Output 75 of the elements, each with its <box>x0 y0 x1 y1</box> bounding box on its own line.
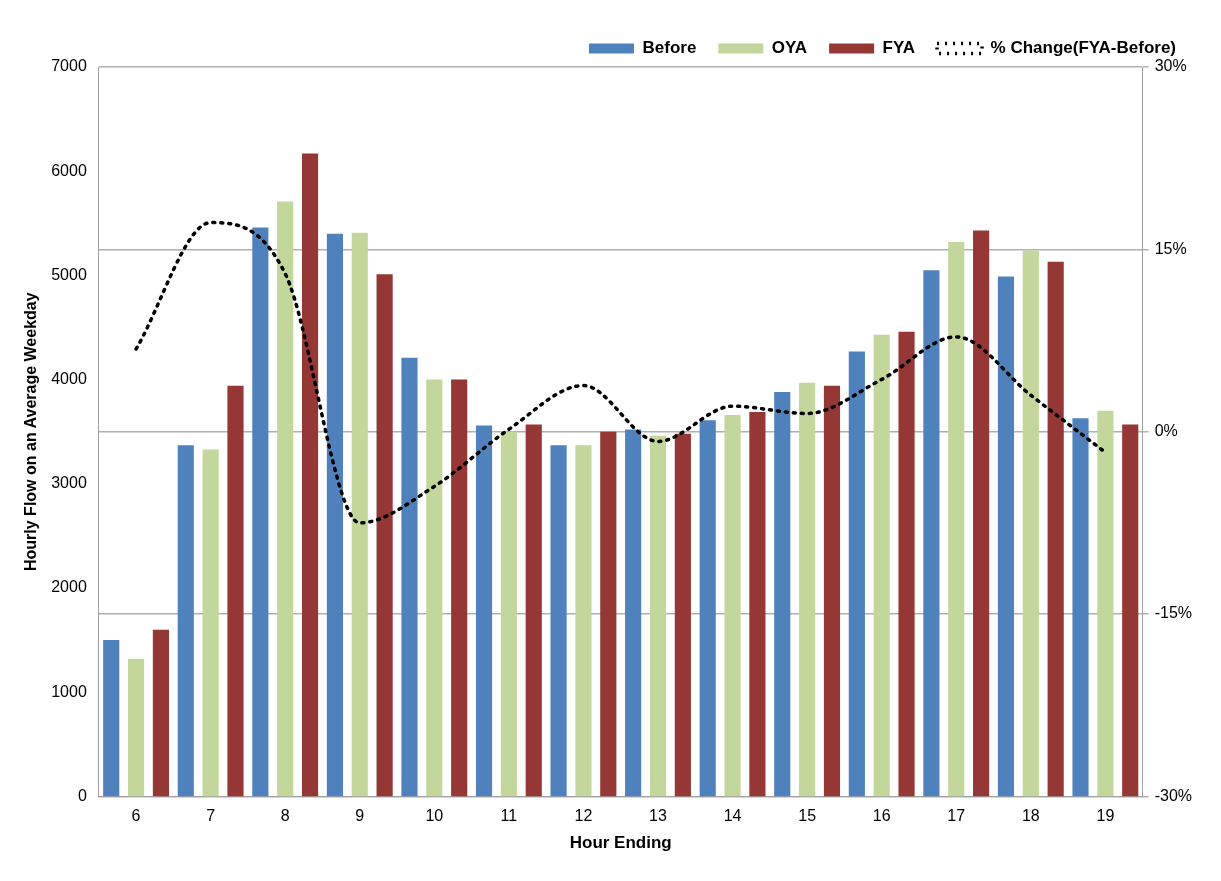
bar <box>724 415 741 797</box>
bar <box>674 433 691 797</box>
bar <box>550 445 567 797</box>
x-tick-label: 16 <box>872 807 891 825</box>
bar <box>326 233 343 797</box>
bar <box>948 242 965 797</box>
bar <box>823 385 841 797</box>
bar <box>625 429 642 797</box>
y-tick-label: 6000 <box>51 161 87 179</box>
bar <box>973 230 990 797</box>
bar <box>1022 250 1039 797</box>
bar <box>426 379 443 797</box>
bar <box>649 435 667 797</box>
y-axis-title: Hourly Flow on an Average Weekday <box>22 292 40 571</box>
y-tick-label: 2000 <box>51 578 87 596</box>
bar <box>252 227 269 797</box>
y-tick-label: 7000 <box>51 57 87 75</box>
y-tick-label: 3000 <box>51 474 87 492</box>
bar <box>376 274 393 797</box>
legend-label: Before <box>642 38 697 58</box>
bar <box>774 392 791 797</box>
x-tick-label: 12 <box>574 807 593 825</box>
bar <box>500 431 517 797</box>
bar <box>799 382 816 797</box>
x-tick-label: 13 <box>649 807 667 825</box>
bar <box>128 658 145 797</box>
x-tick-label: 7 <box>206 807 216 825</box>
bar <box>475 425 493 797</box>
bar <box>177 445 194 797</box>
bar <box>749 411 766 797</box>
bar <box>103 640 120 797</box>
x-tick-label: 17 <box>947 807 966 825</box>
bar <box>401 357 418 797</box>
legend-label: OYA <box>771 38 808 58</box>
bar <box>873 334 890 797</box>
legend-label: FYA <box>882 38 916 58</box>
y2-tick-label: 0% <box>1154 422 1178 440</box>
bar <box>1122 424 1139 797</box>
bar <box>600 431 617 797</box>
x-axis-title: Hour Ending <box>569 833 672 853</box>
bar <box>301 153 319 797</box>
bar <box>152 629 170 797</box>
x-tick-label: 14 <box>723 807 742 825</box>
y-tick-label: 1000 <box>51 682 87 700</box>
bar <box>1072 418 1089 797</box>
x-tick-label: 15 <box>798 807 817 825</box>
y2-tick-label: 30% <box>1154 57 1187 75</box>
bar <box>1097 410 1114 797</box>
bar <box>525 424 542 797</box>
x-tick-label: 19 <box>1096 807 1115 825</box>
bar <box>351 232 368 797</box>
bar <box>898 331 915 797</box>
y2-tick-label: -30% <box>1154 786 1193 804</box>
x-tick-label: 10 <box>425 807 444 825</box>
bar <box>923 270 940 797</box>
bar <box>997 276 1015 797</box>
bar <box>227 385 244 797</box>
x-tick-label: 6 <box>131 807 141 825</box>
legend-label: % Change(FYA-Before) <box>990 38 1177 58</box>
y2-tick-label: -15% <box>1154 604 1193 622</box>
x-tick-label: 9 <box>355 807 365 825</box>
bar <box>848 351 865 797</box>
y-tick-label: 5000 <box>51 265 87 283</box>
y2-tick-label: 15% <box>1154 239 1187 257</box>
bar <box>1047 261 1064 797</box>
bar <box>277 201 294 797</box>
x-tick-label: 11 <box>500 807 518 825</box>
y-tick-label: 0 <box>77 786 87 804</box>
x-tick-label: 18 <box>1021 807 1040 825</box>
bar <box>699 420 716 797</box>
y-tick-label: 4000 <box>51 370 87 388</box>
x-tick-label: 8 <box>280 807 290 825</box>
bar <box>575 445 592 797</box>
bar <box>202 449 219 797</box>
bar <box>451 379 468 797</box>
